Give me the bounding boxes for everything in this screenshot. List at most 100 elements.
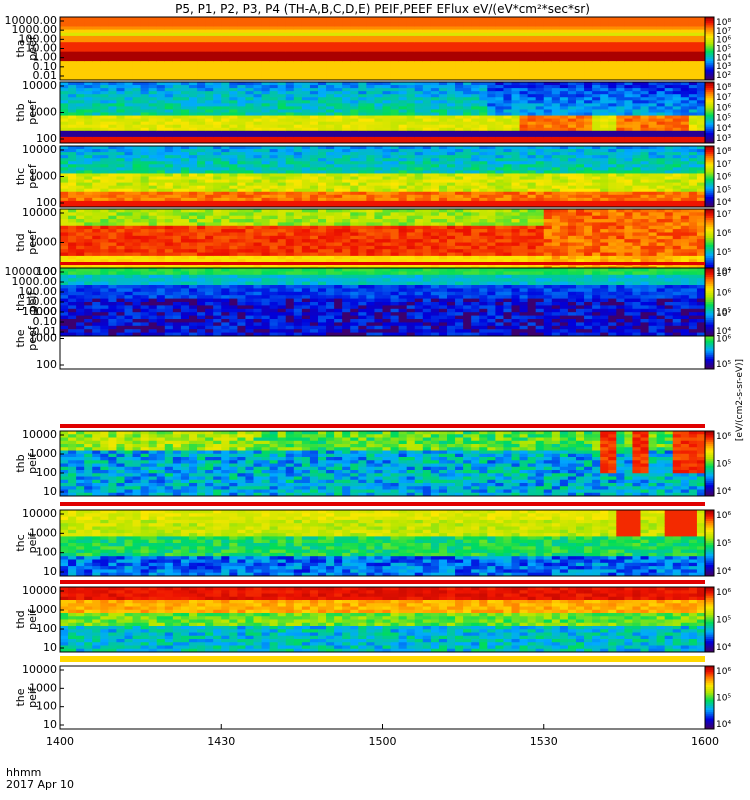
heatmap-cell <box>527 35 537 40</box>
heatmap-cell <box>680 191 690 196</box>
heatmap-cell <box>495 203 504 208</box>
heatmap-cell <box>60 97 69 101</box>
heatmap-cell <box>116 139 125 144</box>
heatmap-cell <box>527 106 537 110</box>
heatmap-cell <box>406 97 416 101</box>
heatmap-cell <box>108 133 117 138</box>
heatmap-cell <box>487 64 496 68</box>
heatmap-cell <box>696 29 706 34</box>
heatmap-cell <box>213 103 222 107</box>
heatmap-cell <box>503 170 512 174</box>
heatmap-cell <box>301 73 311 78</box>
heatmap-cell <box>237 76 246 81</box>
heatmap-cell <box>584 118 593 123</box>
heatmap-cell <box>221 94 230 98</box>
heatmap-cell <box>680 103 690 107</box>
heatmap-cell <box>680 182 690 187</box>
heatmap-cell <box>503 185 512 190</box>
heatmap-cell <box>406 115 416 120</box>
heatmap-cell <box>503 32 512 37</box>
heatmap-cell <box>584 91 593 95</box>
heatmap-cell <box>688 73 698 78</box>
heatmap-cell <box>164 106 174 110</box>
heatmap-cell <box>76 106 85 110</box>
heatmap-cell <box>664 173 674 177</box>
heatmap-cell <box>616 176 625 181</box>
heatmap-cell <box>213 139 222 144</box>
heatmap-cell <box>205 82 214 86</box>
heatmap-cell <box>551 130 561 135</box>
heatmap-cell <box>277 173 287 177</box>
heatmap-cell <box>301 130 311 135</box>
heatmap-cell <box>92 133 101 138</box>
heatmap-cell <box>84 39 93 43</box>
heatmap-cell <box>463 170 472 174</box>
heatmap-cell <box>108 97 117 101</box>
heatmap-cell <box>592 167 601 171</box>
colorbar-segment <box>705 198 714 202</box>
heatmap-cell <box>148 97 158 101</box>
heatmap-cell <box>447 139 456 144</box>
heatmap-cell <box>648 67 658 72</box>
heatmap-cell <box>688 88 698 92</box>
heatmap-cell <box>455 61 464 65</box>
heatmap-cell <box>245 35 254 40</box>
heatmap-cell <box>543 51 553 56</box>
heatmap-cell <box>156 85 166 89</box>
heatmap-cell <box>318 203 327 208</box>
heatmap-cell <box>358 94 367 98</box>
heatmap-cell <box>696 170 706 174</box>
heatmap-cell <box>608 155 617 159</box>
heatmap-cell <box>438 203 448 208</box>
heatmap-cell <box>148 158 158 162</box>
heatmap-cell <box>92 67 101 72</box>
heatmap-cell <box>584 130 593 135</box>
heatmap-cell <box>60 29 69 34</box>
heatmap-cell <box>261 51 271 56</box>
heatmap-cell <box>382 185 392 190</box>
heatmap-cell <box>567 82 577 86</box>
heatmap-cell <box>535 115 545 120</box>
heatmap-cell <box>519 179 529 184</box>
heatmap-cell <box>221 203 230 208</box>
heatmap-cell <box>285 173 295 177</box>
heatmap-cell <box>205 146 214 150</box>
heatmap-cell <box>293 130 303 135</box>
heatmap-cell <box>293 139 303 144</box>
heatmap-cell <box>543 164 553 168</box>
heatmap-cell <box>406 112 416 117</box>
heatmap-cell <box>92 64 101 68</box>
heatmap-cell <box>108 39 117 43</box>
heatmap-cell <box>318 39 327 43</box>
heatmap-cell <box>269 149 279 153</box>
colorbar-segment <box>705 98 714 101</box>
heatmap-cell <box>551 45 561 49</box>
heatmap-cell <box>156 51 166 56</box>
heatmap-cell <box>374 64 383 68</box>
heatmap-cell <box>261 42 271 46</box>
colorbar-segment <box>705 138 714 142</box>
heatmap-cell <box>527 146 537 150</box>
heatmap-cell <box>326 182 335 187</box>
heatmap-cell <box>471 133 480 138</box>
heatmap-cell <box>189 194 198 199</box>
heatmap-cell <box>455 139 464 144</box>
heatmap-cell <box>664 194 674 199</box>
heatmap-cell <box>567 197 577 202</box>
heatmap-cell <box>253 203 263 208</box>
heatmap-cell <box>382 88 392 92</box>
heatmap-cell <box>608 97 617 101</box>
heatmap-cell <box>648 161 658 165</box>
heatmap-cell <box>213 73 222 78</box>
heatmap-cell <box>229 100 238 104</box>
heatmap-cell <box>108 57 117 62</box>
heatmap-cell <box>455 164 464 168</box>
heatmap-cell <box>326 109 335 113</box>
heatmap-cell <box>309 100 319 104</box>
heatmap-cell <box>68 115 77 120</box>
heatmap-cell <box>342 23 351 27</box>
heatmap-cell <box>406 200 416 205</box>
heatmap-cell <box>100 100 109 104</box>
heatmap-cell <box>261 167 271 171</box>
